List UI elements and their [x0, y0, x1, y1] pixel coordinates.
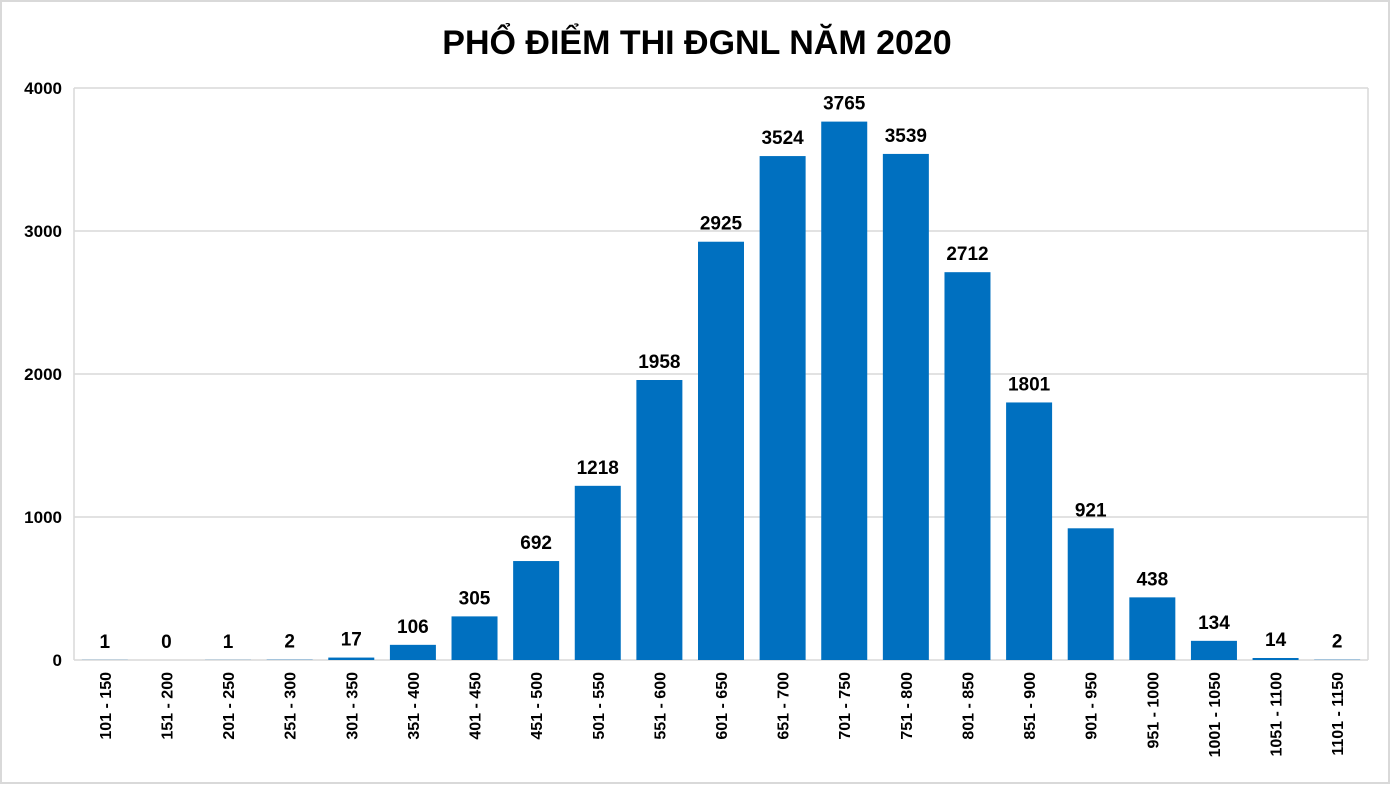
y-tick-label: 2000	[24, 365, 62, 384]
data-label: 1958	[638, 352, 680, 373]
bar	[513, 561, 559, 660]
x-tick-label: 351 - 400	[406, 672, 423, 740]
x-tick-label: 651 - 700	[776, 672, 793, 740]
data-label: 106	[397, 617, 429, 638]
bar	[1068, 528, 1114, 660]
bar	[1191, 641, 1237, 660]
x-tick-label: 551 - 600	[652, 672, 669, 740]
bar	[821, 122, 867, 660]
bar	[698, 242, 744, 660]
data-label: 134	[1198, 613, 1230, 634]
x-tick-label: 851 - 900	[1022, 672, 1039, 740]
data-label: 1	[100, 632, 111, 653]
data-label: 2	[1332, 632, 1343, 653]
x-tick-label: 401 - 450	[468, 672, 485, 740]
bar	[390, 645, 436, 660]
bar	[760, 156, 806, 660]
bar	[575, 486, 621, 660]
data-label: 1	[223, 632, 234, 653]
x-tick-label: 301 - 350	[344, 672, 361, 740]
bar	[1006, 402, 1052, 660]
data-label: 438	[1136, 569, 1168, 590]
x-tick-label: 951 - 1000	[1145, 672, 1162, 749]
data-label: 3765	[823, 94, 866, 115]
bar	[636, 380, 682, 660]
x-tick-label: 251 - 300	[283, 672, 300, 740]
data-label: 14	[1265, 630, 1287, 651]
x-tick-label: 751 - 800	[899, 672, 916, 740]
bar	[452, 616, 498, 660]
x-tick-label: 101 - 150	[98, 672, 115, 740]
data-label: 2	[284, 632, 295, 653]
y-tick-label: 4000	[24, 79, 62, 98]
data-label: 692	[520, 533, 552, 554]
x-tick-label: 151 - 200	[159, 672, 176, 740]
bar	[883, 154, 929, 660]
data-label: 1801	[1008, 374, 1051, 395]
data-label: 3539	[885, 126, 927, 147]
y-tick-label: 1000	[24, 508, 62, 527]
bar	[1129, 597, 1175, 660]
x-tick-label: 501 - 550	[591, 672, 608, 740]
bar	[1253, 658, 1299, 660]
x-tick-label: 201 - 250	[221, 672, 238, 740]
data-label: 2925	[700, 214, 743, 235]
x-tick-label: 801 - 850	[960, 672, 977, 740]
x-tick-label: 901 - 950	[1084, 672, 1101, 740]
x-tick-label: 1001 - 1050	[1207, 672, 1224, 758]
y-tick-label: 0	[53, 651, 62, 670]
x-tick-label: 451 - 500	[529, 672, 546, 740]
x-tick-label: 1101 - 1150	[1330, 672, 1347, 756]
y-tick-label: 3000	[24, 222, 62, 241]
x-tick-label: 1051 - 1100	[1269, 672, 1286, 757]
bar	[944, 272, 990, 660]
data-label: 1218	[577, 458, 619, 479]
data-label: 305	[459, 588, 491, 609]
chart-title: PHỔ ĐIỂM THI ĐGNL NĂM 2020	[442, 24, 951, 62]
x-tick-label: 601 - 650	[714, 672, 731, 740]
bar	[328, 658, 374, 660]
data-label: 2712	[946, 244, 988, 265]
data-label: 921	[1075, 500, 1107, 521]
data-label: 17	[341, 630, 362, 651]
data-label: 0	[161, 632, 172, 653]
data-label: 3524	[761, 128, 804, 149]
x-tick-label: 701 - 750	[837, 672, 854, 740]
